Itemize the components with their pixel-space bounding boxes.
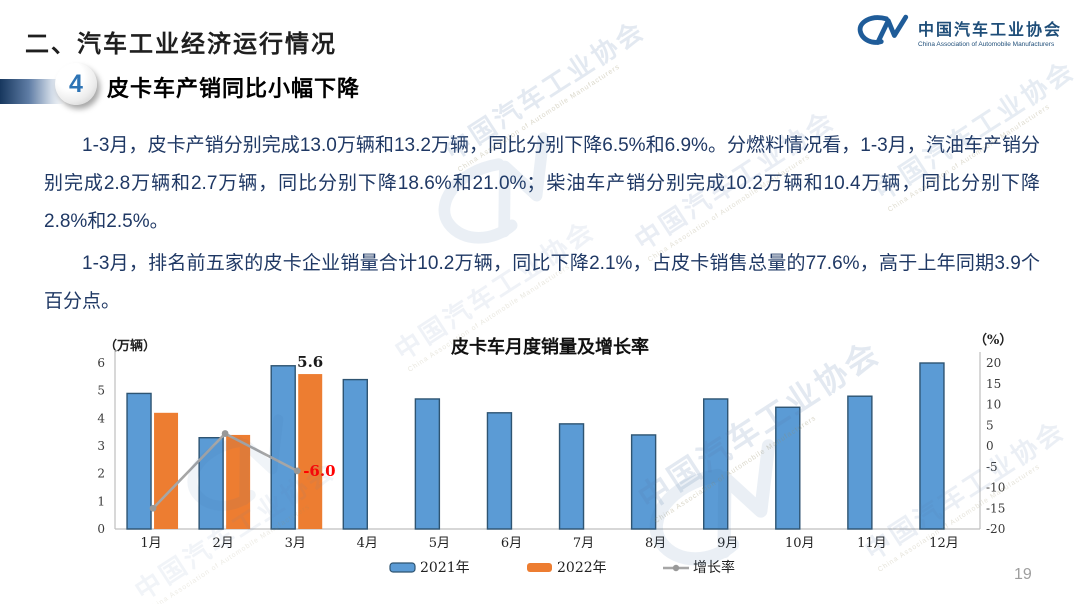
right-axis-tick: 10: [986, 398, 1001, 412]
data-label: 5.6: [297, 353, 323, 371]
right-axis-tick: -20: [986, 522, 1005, 536]
bar-2021年-6月: [486, 412, 513, 530]
left-axis-tick: 2: [97, 467, 105, 481]
monthly-sales-chart: 皮卡车月度销量及增长率 （万辆） （%） 0 1 2 3 4 5 6 20 15 10 5 0 -5 -10 -1…: [78, 330, 1012, 597]
bar-2021年-7月: [558, 423, 585, 530]
x-axis-label: 12月: [929, 536, 959, 551]
left-axis-unit-label: （万辆）: [104, 338, 156, 354]
bar-2022年-1月: [154, 412, 179, 529]
left-axis-tick: 3: [97, 439, 105, 453]
x-axis-label: 2月: [212, 536, 233, 551]
right-axis-tick: 20: [986, 356, 1001, 370]
legend-label-2021年: 2021年: [420, 560, 470, 576]
bar-2021年-5月: [414, 398, 441, 530]
right-axis-tick: -15: [986, 501, 1005, 515]
legend-marker-增长率: [672, 564, 680, 572]
growth-rate-point: [149, 504, 157, 512]
x-axis-label: 1月: [140, 536, 161, 551]
heading-accent-bar: [0, 79, 64, 104]
right-axis-unit-label: （%）: [974, 332, 1008, 348]
left-axis-tick: 5: [97, 384, 105, 398]
bar-2021年-8月: [630, 434, 657, 530]
left-axis-tick: 4: [97, 411, 105, 425]
left-axis-tick: 1: [97, 494, 105, 508]
legend-swatch-2022年: [527, 563, 552, 572]
bar-2021年-9月: [703, 398, 729, 530]
right-axis-tick: 5: [986, 418, 994, 432]
body-text: 1-3月，皮卡产销分别完成13.0万辆和13.2万辆，同比分别下降6.5%和6.…: [44, 127, 1040, 321]
section-number-badge: 4: [55, 63, 97, 105]
x-axis-label: 7月: [573, 536, 594, 551]
bar-2021年-4月: [342, 378, 368, 530]
bar-2022年-3月: [298, 374, 323, 529]
bar-2021年-10月: [775, 406, 801, 530]
legend-swatch-2021年: [389, 562, 416, 573]
legend-label-2022年: 2022年: [557, 560, 607, 576]
bar-2022年-2月: [226, 434, 251, 529]
right-axis-tick: -5: [986, 460, 998, 474]
bar-2021年-1月: [126, 392, 152, 530]
organization-name-en: China Association of Automobile Manufact…: [917, 41, 1055, 48]
bar-2021年-12月: [919, 362, 945, 530]
x-axis-label: 3月: [285, 536, 306, 551]
growth-rate-point: [293, 467, 301, 475]
chart-title: 皮卡车月度销量及增长率: [451, 336, 649, 358]
right-axis-tick: 15: [986, 377, 1001, 391]
organization-logo: 中国汽车工业协会 China Association of Automobile…: [855, 13, 1062, 51]
bar-2021年-3月: [270, 365, 296, 530]
bar-2021年-2月: [198, 436, 224, 530]
left-axis-tick: 0: [97, 522, 105, 536]
legend-label-增长率: 增长率: [693, 559, 735, 576]
paragraph-2: 1-3月，排名前五家的皮卡企业销量合计10.2万辆，同比下降2.1%，占皮卡销售…: [44, 253, 1040, 312]
paragraph-1: 1-3月，皮卡产销分别完成13.0万辆和13.2万辆，同比分别下降6.5%和6.…: [44, 135, 1040, 232]
sales-growth-chart-svg: 皮卡车月度销量及增长率 （万辆） （%） 0 1 2 3 4 5 6 20 15 10 5 0 -5 -10 -1…: [97, 332, 1012, 576]
section-heading: 皮卡车产销同比小幅下降: [107, 76, 361, 101]
x-axis-label: 11月: [857, 536, 887, 551]
growth-rate-point: [221, 430, 229, 437]
page-title: 二、汽车工业经济运行情况: [25, 31, 337, 58]
cam-logo-icon: [857, 14, 909, 45]
x-axis-label: 8月: [645, 536, 666, 551]
x-axis-label: 10月: [785, 536, 815, 551]
page-number: 19: [1014, 566, 1032, 583]
x-axis-label: 4月: [357, 536, 378, 551]
organization-name: 中国汽车工业协会 China Association of Automobile…: [918, 16, 1062, 48]
right-axis-tick: -10: [986, 481, 1005, 495]
bar-2021年-11月: [847, 395, 873, 530]
x-axis-label: 5月: [429, 536, 450, 551]
x-axis-label: 9月: [717, 536, 738, 551]
left-axis-tick: 6: [97, 356, 105, 370]
organization-name-zh: 中国汽车工业协会: [917, 22, 1062, 39]
x-axis-label: 6月: [501, 536, 522, 551]
right-axis-tick: 0: [986, 439, 994, 453]
data-label: -6.0: [303, 462, 335, 480]
